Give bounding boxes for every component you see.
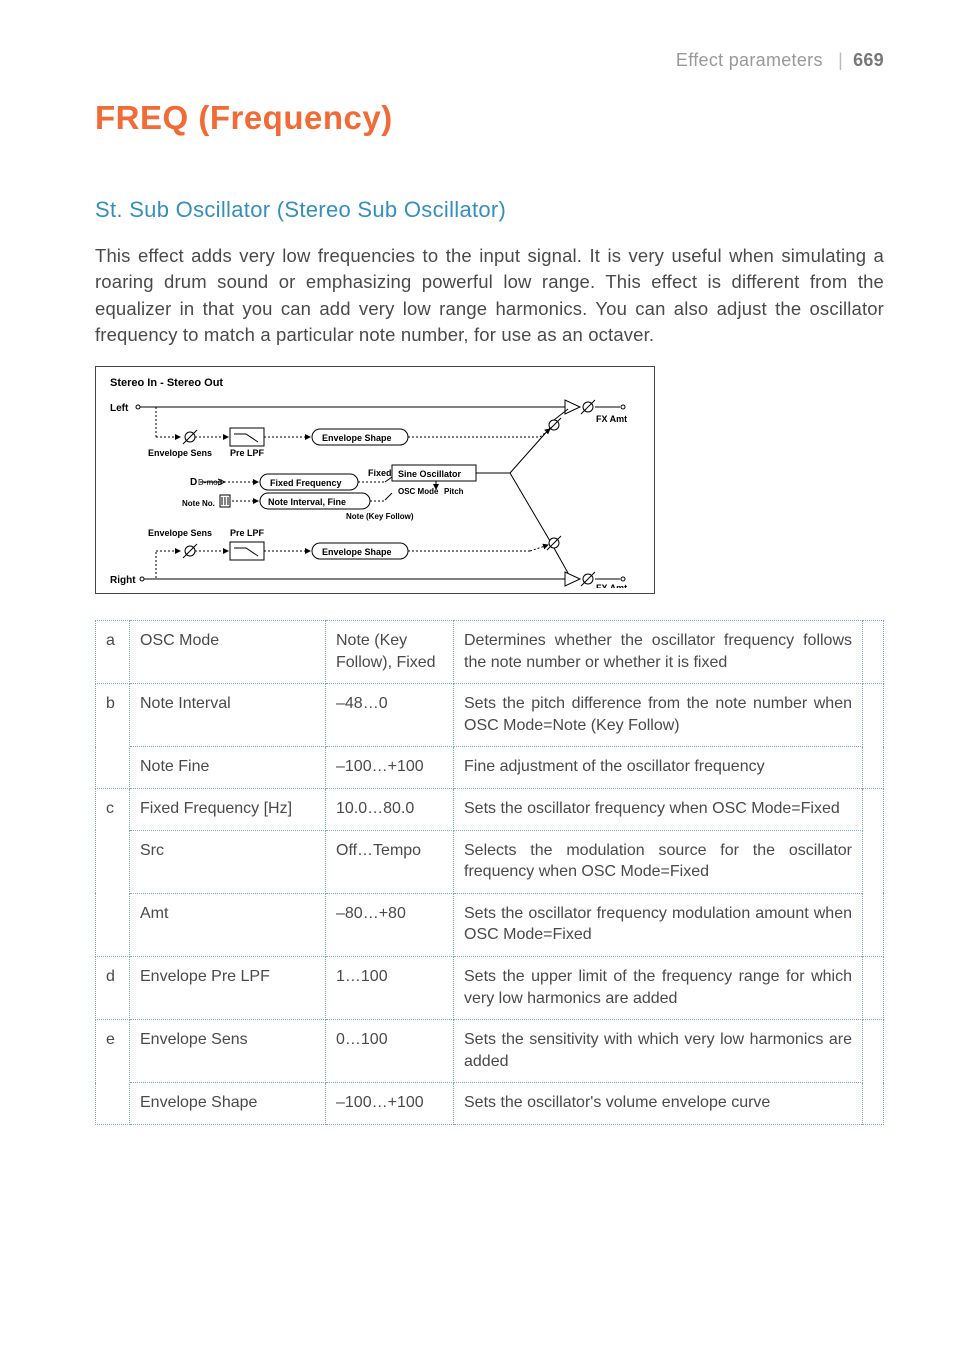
header-page-number: 669	[853, 50, 884, 70]
param-description: Sets the sensitivity with which very low…	[454, 1020, 863, 1083]
svg-text:OSC Mode: OSC Mode	[398, 487, 439, 496]
param-description: Determines whether the oscillator freque…	[454, 621, 863, 684]
svg-text:Fixed: Fixed	[368, 468, 392, 478]
param-index: e	[96, 1020, 130, 1125]
svg-text:D: D	[190, 477, 197, 488]
section-subtitle: St. Sub Oscillator (Stereo Sub Oscillato…	[95, 197, 884, 223]
param-end-col	[863, 621, 884, 684]
param-end-col	[863, 1020, 884, 1125]
param-name: Envelope Sens	[130, 1020, 326, 1083]
table-row: eEnvelope Sens0…100Sets the sensitivity …	[96, 1020, 884, 1083]
svg-text:Envelope Shape: Envelope Shape	[322, 547, 392, 557]
table-row: Amt–80…+80Sets the oscillator frequency …	[96, 893, 884, 956]
param-description: Sets the oscillator frequency when OSC M…	[454, 789, 863, 831]
param-name: Fixed Frequency [Hz]	[130, 789, 326, 831]
svg-text:Pitch: Pitch	[444, 487, 464, 496]
table-row: dEnvelope Pre LPF1…100Sets the upper lim…	[96, 957, 884, 1020]
param-range: 10.0…80.0	[326, 789, 454, 831]
svg-text:Note No.: Note No.	[182, 499, 215, 508]
param-index: a	[96, 621, 130, 684]
param-description: Sets the oscillator's volume envelope cu…	[454, 1083, 863, 1125]
parameter-table-body: aOSC ModeNote (Key Follow), FixedDetermi…	[96, 621, 884, 1125]
table-row: aOSC ModeNote (Key Follow), FixedDetermi…	[96, 621, 884, 684]
svg-text:Sine Oscillator: Sine Oscillator	[398, 469, 462, 479]
param-range: Note (Key Follow), Fixed	[326, 621, 454, 684]
svg-text:Pre LPF: Pre LPF	[230, 448, 265, 458]
param-description: Sets the oscillator frequency modulation…	[454, 893, 863, 956]
svg-text:Note Interval, Fine: Note Interval, Fine	[268, 497, 346, 507]
param-range: –48…0	[326, 684, 454, 747]
svg-text:Envelope Sens: Envelope Sens	[148, 528, 212, 538]
param-range: 1…100	[326, 957, 454, 1020]
param-end-col	[863, 789, 884, 957]
param-description: Sets the upper limit of the frequency ra…	[454, 957, 863, 1020]
param-range: –80…+80	[326, 893, 454, 956]
table-row: Note Fine–100…+100Fine adjustment of the…	[96, 747, 884, 789]
page-title: FREQ (Frequency)	[95, 99, 884, 137]
param-description: Selects the modulation source for the os…	[454, 830, 863, 893]
param-range: –100…+100	[326, 1083, 454, 1125]
table-row: SrcOff…TempoSelects the modulation sourc…	[96, 830, 884, 893]
table-row: Envelope Shape–100…+100Sets the oscillat…	[96, 1083, 884, 1125]
svg-text:FX Amt: FX Amt	[596, 414, 627, 424]
header-separator: |	[838, 50, 843, 70]
param-index: c	[96, 789, 130, 957]
param-end-col	[863, 957, 884, 1020]
signal-flow-diagram: Stereo In - Stereo Out Left FX Amt Envel…	[95, 366, 655, 594]
svg-text:Fixed Frequency: Fixed Frequency	[270, 478, 342, 488]
param-name: Envelope Pre LPF	[130, 957, 326, 1020]
param-name: Src	[130, 830, 326, 893]
svg-text:Pre LPF: Pre LPF	[230, 528, 265, 538]
param-name: Amt	[130, 893, 326, 956]
table-row: cFixed Frequency [Hz]10.0…80.0Sets the o…	[96, 789, 884, 831]
page-header: Effect parameters | 669	[95, 50, 884, 71]
param-index: b	[96, 684, 130, 789]
param-name: Note Interval	[130, 684, 326, 747]
svg-text:FX Amt: FX Amt	[596, 583, 627, 588]
svg-text:Note (Key Follow): Note (Key Follow)	[346, 512, 414, 521]
header-section: Effect parameters	[676, 50, 823, 70]
param-end-col	[863, 684, 884, 789]
diagram-left-label: Left	[110, 403, 129, 414]
table-row: bNote Interval–48…0Sets the pitch differ…	[96, 684, 884, 747]
intro-paragraph: This effect adds very low frequencies to…	[95, 243, 884, 348]
parameter-table: aOSC ModeNote (Key Follow), FixedDetermi…	[95, 620, 884, 1125]
svg-text:Envelope Shape: Envelope Shape	[322, 433, 392, 443]
diagram-io-label: Stereo In - Stereo Out	[110, 377, 640, 389]
param-name: Note Fine	[130, 747, 326, 789]
param-range: Off…Tempo	[326, 830, 454, 893]
param-description: Sets the pitch difference from the note …	[454, 684, 863, 747]
param-name: Envelope Shape	[130, 1083, 326, 1125]
diagram-right-label: Right	[110, 575, 136, 586]
svg-text:Envelope Sens: Envelope Sens	[148, 448, 212, 458]
param-description: Fine adjustment of the oscillator freque…	[454, 747, 863, 789]
param-range: 0…100	[326, 1020, 454, 1083]
diagram-svg: Left FX Amt Envelope Sens Pre LPF Envelo…	[110, 393, 640, 588]
param-name: OSC Mode	[130, 621, 326, 684]
param-range: –100…+100	[326, 747, 454, 789]
param-index: d	[96, 957, 130, 1020]
